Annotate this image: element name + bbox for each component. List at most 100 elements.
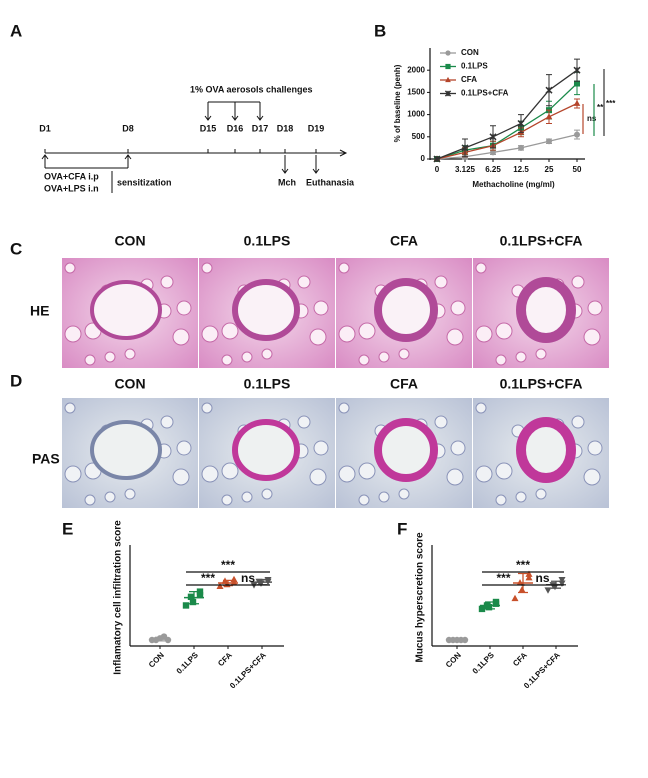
- series-line: [436, 83, 578, 160]
- endpoint: Euthanasia: [306, 177, 355, 187]
- airway: [90, 420, 162, 480]
- point: [546, 138, 552, 145]
- alveolus: [358, 322, 376, 340]
- significance-label: ***: [201, 571, 215, 585]
- point: [490, 149, 496, 156]
- alveolus: [446, 328, 464, 346]
- sd-bar: [155, 636, 165, 642]
- significance-label: ns: [587, 114, 597, 123]
- alveolus: [124, 348, 136, 360]
- alveolus: [221, 322, 239, 340]
- day-label: D18: [277, 123, 294, 133]
- alveolus: [475, 262, 487, 274]
- x-tick-label: 0.1LPS+CFA: [228, 650, 268, 690]
- point: [445, 76, 451, 83]
- point: [478, 605, 486, 613]
- arrow-head: [204, 115, 212, 121]
- alveolus: [398, 348, 410, 360]
- alveolus: [495, 322, 513, 340]
- significance-label: ***: [606, 99, 616, 108]
- alveolus: [201, 402, 213, 414]
- point: [518, 586, 526, 593]
- airway: [90, 280, 162, 340]
- alveolus: [495, 354, 507, 366]
- alveolus: [378, 351, 390, 363]
- point: [182, 602, 190, 609]
- airway: [232, 419, 300, 481]
- arrow-head: [124, 154, 132, 160]
- point: [445, 50, 451, 56]
- y-tick-label: 500: [412, 132, 426, 141]
- column-header: CFA: [390, 376, 418, 392]
- airway: [374, 418, 438, 482]
- alveolus: [172, 468, 190, 486]
- alveolus: [358, 354, 370, 366]
- alveolus: [241, 351, 253, 363]
- alveolus: [338, 325, 356, 343]
- point: [517, 119, 525, 128]
- alveolus: [446, 468, 464, 486]
- point: [492, 598, 500, 606]
- legend-label: 0.1LPS+CFA: [461, 89, 509, 98]
- series-line: [436, 133, 578, 160]
- point: [196, 591, 204, 599]
- point: [433, 155, 441, 163]
- significance-label: ***: [516, 558, 530, 572]
- point: [573, 66, 581, 74]
- alveolus: [201, 325, 219, 343]
- alveolus: [338, 402, 350, 414]
- treatment: OVA+CFA i.p: [44, 171, 99, 181]
- airway: [374, 278, 438, 342]
- panel-label: C: [10, 239, 22, 258]
- alveolus: [124, 488, 136, 500]
- alveolus: [338, 262, 350, 274]
- day-label: D1: [39, 123, 51, 133]
- alveolus: [571, 415, 585, 429]
- row-label: PAS: [32, 451, 60, 467]
- alveolus: [475, 465, 493, 483]
- alveolus: [261, 348, 273, 360]
- alveolus: [160, 275, 174, 289]
- alveolus: [309, 328, 327, 346]
- column-header: CFA: [390, 233, 418, 249]
- alveolus: [84, 494, 96, 506]
- point: [196, 588, 204, 595]
- alveolus: [221, 494, 233, 506]
- alveolus: [583, 328, 601, 346]
- y-tick-label: 0: [421, 154, 426, 163]
- x-tick-label: 6.25: [485, 165, 501, 174]
- alveolus: [297, 415, 311, 429]
- point: [518, 144, 524, 151]
- point: [444, 90, 452, 97]
- alveolus: [398, 488, 410, 500]
- alveolus: [434, 275, 448, 289]
- alveolus: [571, 275, 585, 289]
- alveolus: [104, 351, 116, 363]
- airway: [516, 277, 576, 343]
- alveolus: [64, 262, 76, 274]
- panel-label: D: [10, 371, 22, 390]
- day-label: D16: [227, 123, 244, 133]
- x-tick-label: 0.1LPS: [471, 650, 497, 676]
- x-axis-label: Methacholine (mg/ml): [472, 180, 555, 189]
- alveolus: [450, 440, 466, 456]
- y-tick-label: 2000: [407, 65, 425, 74]
- y-axis-label: Mucus hyperscretion score: [415, 532, 426, 662]
- alveolus: [241, 491, 253, 503]
- alveolus: [64, 325, 82, 343]
- y-tick-label: 1000: [407, 110, 425, 119]
- panel-label: F: [397, 519, 407, 538]
- challenge-label: 1% OVA aerosols challenges: [190, 84, 313, 94]
- significance-label: ns: [241, 571, 255, 585]
- alveolus: [515, 491, 527, 503]
- alveolus: [84, 354, 96, 366]
- alveolus: [313, 300, 329, 316]
- point: [574, 131, 580, 138]
- arrow-head: [339, 149, 348, 157]
- day-label: D15: [200, 123, 217, 133]
- legend-label: 0.1LPS: [461, 62, 488, 71]
- alveolus: [583, 468, 601, 486]
- point: [489, 133, 497, 141]
- column-header: CON: [114, 376, 145, 392]
